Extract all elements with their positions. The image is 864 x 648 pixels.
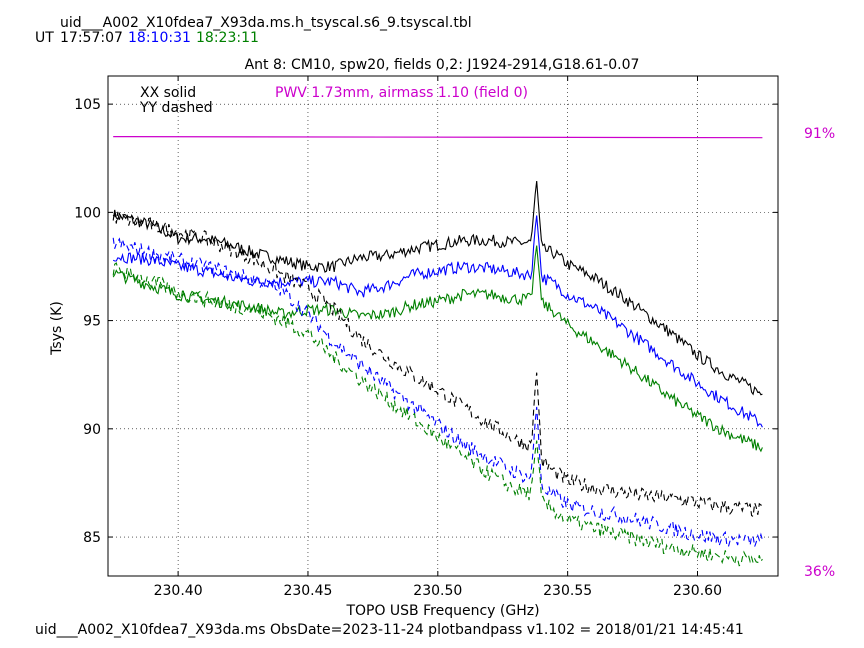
series-xx-0 [112,181,763,396]
y-tick-label: 105 [74,97,101,113]
plot-frame [107,75,779,577]
y-tick-label: 100 [74,205,101,221]
legend-solid: XX solid [140,85,197,101]
series-xx-2 [112,245,763,453]
footer-text: uid___A002_X10fdea7_X93da.ms ObsDate=202… [35,622,744,638]
x-tick-label: 230.40 [154,583,203,599]
pwv-annotation: PWV 1.73mm, airmass 1.10 (field 0) [275,85,529,101]
y-tick-label: 90 [83,422,101,438]
series-xx-1 [112,215,763,428]
header-time-3: 18:23:11 [196,30,259,46]
header-filename: uid___A002_X10fdea7_X93da.ms.h_tsyscal.s… [60,15,472,31]
right-axis-top-label: 91% [804,126,836,142]
legend-dashed: YY dashed [140,100,213,116]
header-ut-label: UT [35,30,54,46]
transmission-line [113,136,763,139]
x-tick-label: 230.45 [283,583,332,599]
right-axis-bottom-label: 36% [804,564,836,580]
x-tick-label: 230.55 [543,583,592,599]
chart-title: Ant 8: CM10, spw20, fields 0,2: J1924-29… [244,57,640,73]
series-yy-5 [112,262,763,567]
x-axis-label: TOPO USB Frequency (GHz) [346,603,540,619]
x-tick-label: 230.50 [413,583,462,599]
header-time-2: 18:10:31 [128,30,191,46]
series-yy-3 [112,211,763,518]
y-tick-label: 95 [83,314,101,330]
header-time-1: 17:57:07 [60,30,123,46]
y-tick-label: 85 [83,530,101,546]
x-tick-label: 230.60 [673,583,722,599]
